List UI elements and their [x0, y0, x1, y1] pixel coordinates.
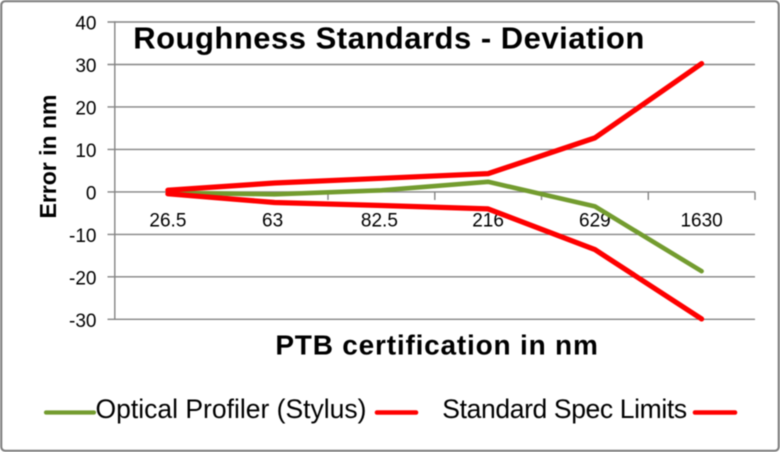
svg-text:26.5: 26.5 [149, 211, 186, 232]
svg-text:-20: -20 [69, 269, 96, 290]
svg-text:-30: -30 [69, 311, 96, 332]
svg-text:-10: -10 [69, 226, 96, 247]
svg-text:63: 63 [262, 211, 283, 232]
svg-text:Error in nm: Error in nm [35, 95, 61, 219]
svg-text:Standard Spec Limits: Standard Spec Limits [442, 394, 687, 424]
svg-text:20: 20 [75, 99, 96, 120]
svg-text:Optical Profiler (Stylus): Optical Profiler (Stylus) [96, 394, 367, 424]
svg-text:40: 40 [75, 14, 96, 35]
svg-text:Roughness Standards - Deviatio: Roughness Standards - Deviation [133, 21, 645, 56]
svg-text:PTB certification in nm: PTB certification in nm [275, 329, 598, 360]
svg-text:30: 30 [75, 56, 96, 77]
svg-text:1630: 1630 [680, 211, 722, 232]
svg-text:0: 0 [86, 184, 97, 205]
svg-text:216: 216 [472, 211, 504, 232]
svg-text:629: 629 [579, 211, 611, 232]
svg-text:10: 10 [75, 141, 96, 162]
svg-text:82.5: 82.5 [361, 211, 398, 232]
